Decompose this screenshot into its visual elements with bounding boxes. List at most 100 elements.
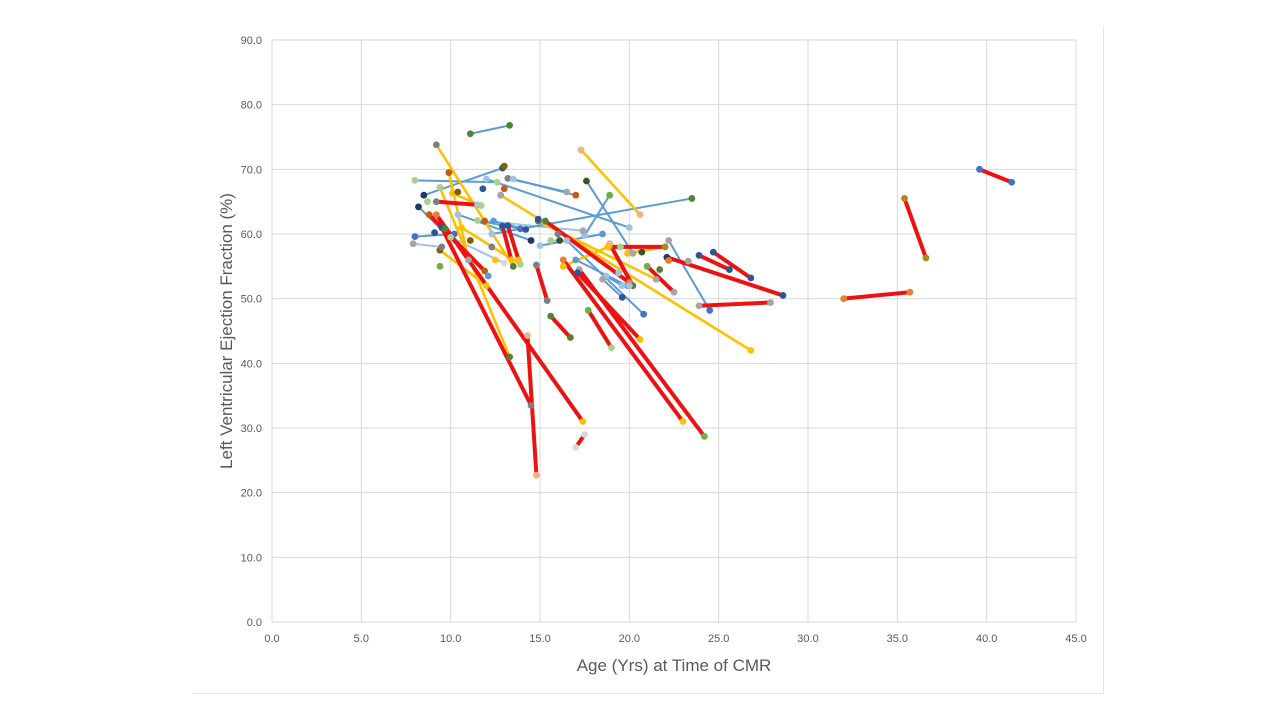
data-point-17-1	[581, 431, 589, 438]
data-point-32-1	[652, 275, 660, 283]
data-point-25-1	[636, 211, 644, 219]
series-line-25	[579, 148, 642, 216]
data-point-58-1	[500, 259, 508, 267]
data-point-40-0	[504, 174, 512, 182]
data-point-16-1	[566, 334, 574, 341]
series-line-54	[667, 239, 711, 312]
data-point-48-0	[536, 242, 544, 250]
data-point-8-0	[643, 262, 651, 270]
data-point-extra-17	[617, 243, 624, 251]
series-line-36	[469, 124, 511, 135]
data-point-15-1	[533, 471, 540, 479]
data-point-27-1	[747, 347, 755, 354]
series-line-5	[697, 253, 732, 272]
data-point-35-1	[477, 202, 485, 209]
data-point-extra-13	[500, 162, 508, 170]
data-point-33-1	[604, 243, 612, 251]
data-point-4-1	[779, 292, 787, 299]
series-line-1	[902, 196, 928, 260]
data-point-extra-10	[554, 230, 562, 238]
data-point-11-1	[608, 344, 615, 352]
data-point-46-0	[474, 217, 481, 224]
y-tick-label: 20.0	[241, 488, 262, 500]
x-tick-label: 40.0	[976, 633, 997, 645]
data-point-extra-5	[491, 256, 499, 264]
data-point-extra-4	[488, 243, 496, 251]
data-point-extra-14	[479, 185, 487, 193]
data-point-12-0	[574, 269, 581, 277]
data-point-22-0	[499, 222, 506, 230]
data-point-33-0	[559, 262, 567, 270]
data-point-59-0	[547, 237, 555, 244]
series-line-22	[500, 224, 514, 262]
data-point-60-1	[438, 243, 446, 251]
data-point-44-0	[411, 233, 419, 240]
data-point-39-0	[483, 175, 490, 183]
x-tick-label: 0.0	[264, 633, 279, 645]
y-tick-label: 70.0	[241, 164, 262, 176]
data-point-15-0	[524, 332, 531, 339]
data-point-26-1	[509, 262, 517, 270]
data-point-5-1	[725, 266, 733, 273]
data-point-21-0	[425, 211, 433, 219]
data-point-52-0	[615, 269, 623, 277]
data-point-extra-8	[656, 266, 664, 273]
data-point-0-1	[1008, 178, 1016, 186]
data-point-3-0	[709, 248, 717, 256]
data-point-48-1	[599, 230, 606, 238]
data-point-29-1	[483, 282, 490, 290]
data-point-35-0	[449, 189, 456, 197]
data-point-extra-2	[466, 237, 474, 244]
data-point-0-0	[976, 165, 983, 173]
series-line-6	[697, 300, 773, 308]
x-axis-title: Age (Yrs) at Time of CMR	[577, 656, 772, 675]
data-point-54-1	[706, 306, 714, 314]
series-line-23	[505, 223, 521, 262]
data-point-37-1	[493, 178, 501, 186]
data-point-19-1	[579, 418, 587, 425]
data-point-13-0	[541, 217, 549, 225]
data-point-59-1	[556, 237, 564, 244]
data-point-39-1	[625, 224, 633, 231]
data-point-45-0	[454, 211, 462, 219]
data-point-18-1	[527, 401, 535, 409]
series-line-55	[585, 179, 634, 255]
data-point-25-0	[577, 146, 585, 154]
x-tick-label: 20.0	[619, 633, 640, 645]
data-point-55-0	[583, 177, 590, 185]
data-point-51-1	[618, 282, 626, 290]
y-tick-label: 40.0	[241, 358, 262, 370]
y-tick-label: 60.0	[241, 229, 262, 241]
y-tick-label: 80.0	[241, 100, 262, 112]
data-point-54-0	[665, 237, 673, 244]
data-point-50-0	[572, 256, 580, 264]
data-point-30-1	[516, 260, 524, 268]
data-point-28-0	[436, 184, 444, 191]
series-line-12	[575, 270, 643, 342]
data-point-36-1	[506, 121, 514, 129]
data-point-40-1	[563, 188, 571, 196]
data-point-9-0	[559, 256, 567, 264]
x-tick-label: 10.0	[440, 633, 461, 645]
data-point-19-0	[432, 211, 440, 219]
data-point-47-0	[490, 217, 497, 225]
series-line-20	[434, 199, 480, 207]
data-point-41-0	[509, 175, 517, 183]
y-axis-title: Left Ventricular Ejection Fraction (%)	[217, 193, 236, 469]
data-point-47-1	[522, 226, 530, 233]
data-point-6-0	[695, 302, 703, 310]
data-point-42-1	[688, 195, 696, 202]
data-point-20-0	[432, 198, 440, 206]
data-point-36-0	[466, 130, 474, 138]
series-line-3	[711, 250, 753, 280]
data-point-extra-3	[454, 188, 462, 196]
series-line-4	[664, 255, 785, 298]
y-tick-label: 30.0	[241, 423, 262, 435]
data-point-52-1	[625, 282, 633, 290]
data-point-21-1	[481, 267, 489, 275]
data-point-45-1	[527, 237, 535, 244]
series-line-38	[422, 167, 504, 197]
series-line-33	[561, 245, 610, 268]
series-line-0	[977, 167, 1014, 185]
